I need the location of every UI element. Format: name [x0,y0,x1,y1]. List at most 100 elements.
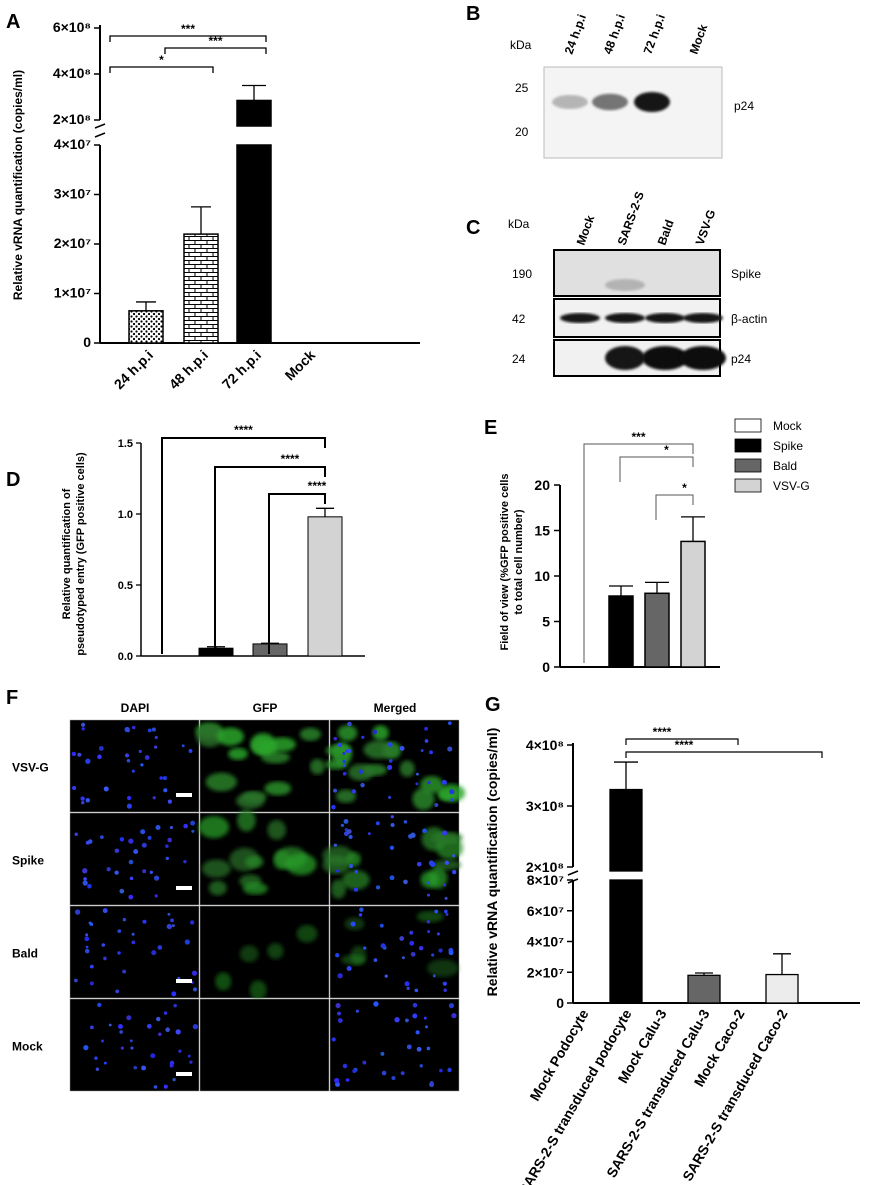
f-nucleus-3-0-31 [187,1054,191,1058]
f-gfp-cell-0-2-2 [372,725,389,741]
c-band-1-1 [605,313,645,323]
f-gfp-cell-0-1-13 [264,781,292,796]
f-nucleus-0-0-33 [154,735,158,740]
f-gfp-cell-2-1-4 [296,924,318,943]
d-comparison-2-label: **** [308,479,327,493]
f-nucleus-1-2-20 [416,861,422,867]
f-nucleus-1-2-0 [444,896,448,900]
c-kda-title: kDa [508,217,530,231]
f-nucleus-2-2-27 [380,943,386,949]
f-nucleus-0-0-4 [85,758,91,764]
f-nucleus-0-0-8 [144,755,150,760]
f-nucleus-0-2-2 [342,751,346,755]
f-nucleus-1-2-12 [375,885,381,890]
f-nucleus-1-0-7 [128,859,134,865]
chart-d: 0.0 0.5 1.0 1.5 Relative quantification of ps… [61,423,365,663]
f-nucleus-0-0-32 [77,752,82,757]
f-cell-2-0 [69,905,200,999]
f-nucleus-2-2-5 [359,907,364,912]
a-comparison-0-bracket [109,35,267,42]
a-comparison-0-label: *** [181,22,195,36]
f-nucleus-0-2-10 [333,788,338,793]
f-nucleus-1-0-22 [82,880,88,886]
f-nucleus-3-2-1 [345,1078,350,1082]
f-nucleus-1-2-1 [348,863,354,869]
f-nucleus-0-2-26 [424,739,429,743]
b-band-label: p24 [734,99,754,113]
b-lane-label-1: 48 h.p.i [601,12,628,56]
f-nucleus-1-2-24 [389,845,395,850]
a-ytick-up-label-0: 2×10⁸ [53,111,91,127]
f-nucleus-3-0-23 [90,1025,94,1030]
f-nucleus-0-2-22 [346,748,352,754]
f-cell-3-2 [329,998,460,1092]
f-nucleus-2-2-1 [346,965,352,971]
f-gfp-cell-2-1-3 [249,980,267,1001]
f-nucleus-1-0-21 [140,829,146,835]
f-nucleus-1-2-10 [426,881,430,885]
f-nucleus-3-0-21 [129,1039,133,1043]
f-nucleus-3-2-30 [334,1077,340,1084]
f-nucleus-1-0-20 [155,824,161,831]
f-nucleus-2-2-18 [399,936,405,941]
e-ytick-label-2: 10 [534,568,550,584]
c-band-1-2 [645,313,685,323]
f-nucleus-2-2-19 [443,988,447,992]
c-band-1-0 [560,313,600,323]
a-ytick-label-4: 4×10⁷ [54,136,92,152]
f-nucleus-0-0-0 [131,769,135,773]
c-lane-label-3: VSV-G [693,208,719,247]
f-nucleus-0-2-12 [441,779,447,785]
f-scale-bar-0 [176,793,192,797]
f-nucleus-3-2-28 [412,1013,418,1019]
c-lane-label-0: Mock [574,213,598,247]
f-nucleus-3-2-23 [335,1081,340,1087]
f-nucleus-1-0-12 [114,848,120,853]
f-gfp-cell-0-2-3 [412,787,435,811]
f-nucleus-2-0-15 [131,932,135,936]
a-ytick-label-3: 3×10⁷ [54,186,92,202]
e-comparison-1-label: * [664,443,669,457]
f-nucleus-0-2-1 [337,743,343,748]
g-ytick-label-1: 2×10⁷ [527,964,565,980]
f-nucleus-2-0-10 [171,924,175,928]
f-nucleus-1-0-14 [142,869,147,874]
b-marker-25: 25 [515,81,529,95]
f-gfp-cell-0-1-14 [205,772,237,792]
f-nucleus-0-0-28 [126,803,132,809]
g-ytick-label-3: 6×10⁷ [527,903,565,919]
f-nucleus-0-0-23 [72,786,77,791]
f-nucleus-3-0-8 [172,1078,176,1082]
f-nucleus-3-2-18 [406,1044,412,1050]
f-row-label-2: Bald [12,947,38,961]
f-nucleus-3-0-29 [108,1023,112,1027]
f-gfp-cell-2-2-2 [427,959,459,977]
f-nucleus-2-2-9 [448,950,454,956]
g-comparison-0-label: **** [653,725,672,739]
d-ytick-label-1: 0.5 [118,580,133,592]
f-gfp-cell-1-1-9 [242,882,268,895]
b-band-0 [552,95,588,109]
e-legend-swatch-1 [734,438,762,453]
f-nucleus-0-2-32 [342,771,347,776]
f-gfp-cell-0-2-10 [337,724,358,742]
f-nucleus-1-0-2 [114,870,119,875]
a-ytick-label-1: 1×10⁷ [54,285,92,301]
f-nucleus-3-0-28 [169,1063,174,1068]
f-nucleus-1-0-18 [141,842,147,848]
f-nucleus-3-0-26 [165,1027,171,1033]
f-nucleus-2-2-25 [434,909,439,914]
f-nucleus-0-2-28 [415,772,419,776]
f-gfp-cell-0-2-14 [363,740,395,759]
f-nucleus-3-2-9 [415,1030,420,1035]
e-bar-2 [644,592,670,668]
f-nucleus-1-0-4 [82,868,88,874]
d-comparison-0-label: **** [234,423,253,437]
f-nucleus-0-0-22 [147,728,152,733]
f-nucleus-0-0-1 [80,796,85,801]
f-nucleus-3-2-19 [400,1071,405,1076]
c-row-label-1: β-actin [731,312,767,326]
f-nucleus-0-2-20 [342,764,346,767]
